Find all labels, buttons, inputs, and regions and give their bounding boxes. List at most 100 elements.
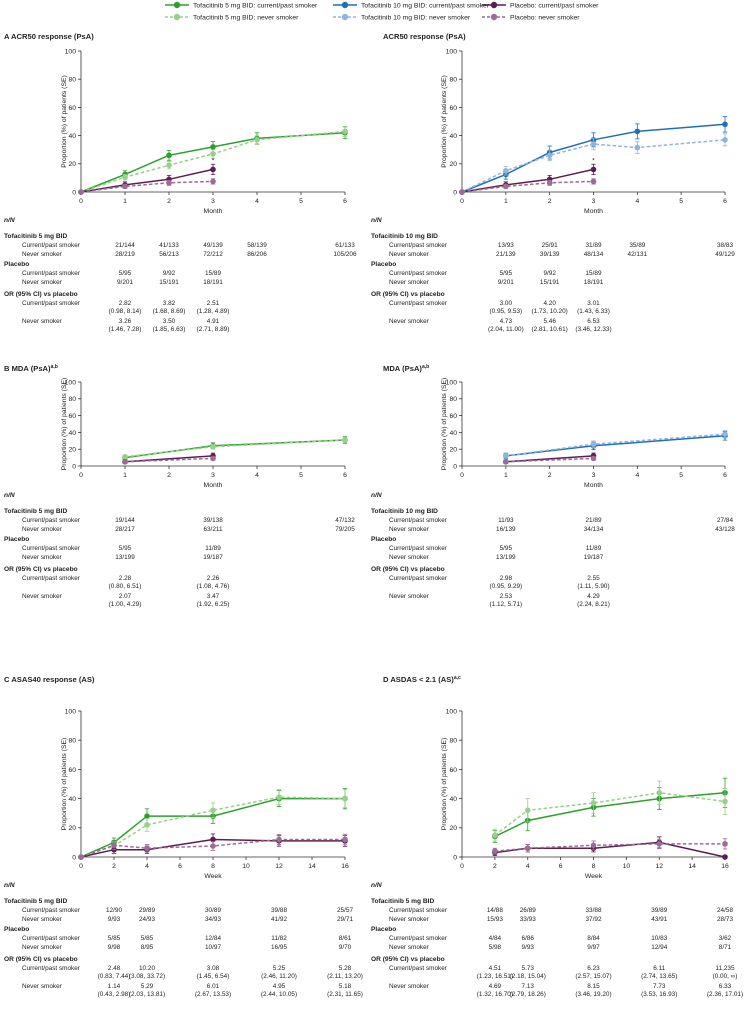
or-value: 11,235 — [715, 965, 735, 972]
placebo-group-label: Placebo — [4, 536, 29, 543]
nn-cell: 31/89 — [586, 242, 602, 249]
y-tick-label: 0 — [453, 463, 457, 470]
or-ci: (2.46, 11.20) — [261, 973, 297, 980]
x-tick-label: 2 — [548, 472, 552, 479]
nn-cell: 19/187 — [584, 554, 604, 561]
panel-letter: B — [4, 364, 10, 373]
series-Tofacitinib 5 mg BID: never smoker — [122, 436, 348, 460]
data-point — [590, 455, 597, 462]
or-group-label: OR (95% CI) vs placebo — [4, 956, 78, 963]
x-tick-label: 0 — [79, 198, 83, 205]
x-axis-label: Month — [204, 482, 223, 489]
data-point — [590, 166, 597, 173]
or-ci: (2.81, 10.61) — [532, 326, 568, 333]
or-value: 5.25 — [273, 965, 286, 972]
nn-cell: 15/89 — [586, 270, 602, 277]
panel-title-text: ASAS40 response (AS) — [11, 675, 95, 684]
nn-cell: 18/191 — [203, 279, 223, 286]
panel-letter: A — [4, 32, 10, 41]
annotation: * — [212, 157, 215, 164]
x-tick-label: 1 — [504, 472, 508, 479]
data-point — [276, 794, 282, 800]
or-ci: (3.08, 33.72) — [129, 973, 165, 980]
placebo-group-label: Placebo — [4, 261, 29, 268]
or-value: 2.07 — [119, 593, 132, 600]
nn-cell: 9/70 — [339, 944, 352, 951]
panel-title-text: ACR50 response (PsA) — [383, 32, 466, 41]
data-point — [166, 152, 172, 159]
row-label-current: Current/past smoker — [22, 517, 81, 524]
y-tick-label: 80 — [68, 77, 76, 84]
y-tick-label: 100 — [65, 48, 77, 55]
x-tick-label: 0 — [79, 863, 83, 870]
row-label-current: Current/past smoker — [389, 907, 448, 914]
nn-table: n/N Tofacitinib 5 mg BID Current/past smok… — [371, 882, 743, 998]
series-line — [461, 123, 726, 193]
y-tick-label: 0 — [453, 854, 457, 861]
legend-item: Placebo: current/past smoker — [482, 1, 599, 9]
or-value: 6.01 — [207, 983, 220, 990]
nn-cell: 41/133 — [159, 242, 179, 249]
data-point — [722, 854, 728, 860]
panel-title: A ACR50 response (PsA) — [4, 32, 94, 41]
row-label-current: Current/past smoker — [389, 965, 448, 972]
or-ci: (1.12, 5.71) — [489, 601, 522, 608]
data-point — [634, 128, 641, 135]
series-line — [80, 180, 214, 193]
or-ci: (2.03, 13.81) — [129, 991, 165, 998]
data-point — [524, 845, 531, 852]
or-ci: (2.04, 11.00) — [488, 326, 524, 333]
data-point — [210, 166, 216, 173]
or-value: 5.29 — [141, 983, 154, 990]
or-value: 5.46 — [543, 318, 556, 325]
series-line — [494, 792, 726, 838]
series-Tofacitinib 5 mg BID: never smoker — [492, 780, 728, 842]
x-axis-label: Month — [584, 482, 603, 489]
nn-cell: 43/128 — [715, 526, 735, 533]
y-axis-label: Proportion (%) of patients (SE) — [61, 738, 68, 831]
tofacitinib-group-label: Tofacitinib 5 mg BID — [4, 898, 67, 905]
or-ci: (1.28, 4.89) — [197, 308, 230, 315]
or-ci: (0.00, ∞) — [713, 973, 738, 980]
data-point — [590, 178, 597, 185]
x-tick-label: 0 — [460, 198, 464, 205]
y-tick-label: 100 — [65, 379, 77, 386]
y-tick-label: 60 — [68, 767, 76, 774]
or-ci: (1.92, 6.25) — [197, 601, 230, 608]
or-ci: (2.31, 11.65) — [327, 991, 363, 998]
panel-A-10mg: ACR50 response (PsA)020406080100Proporti… — [371, 32, 735, 333]
y-tick-label: 100 — [446, 708, 458, 715]
x-tick-label: 3 — [211, 198, 215, 205]
nn-cell: 15/93 — [487, 916, 503, 923]
data-point — [722, 431, 728, 437]
nn-cell: 28/219 — [115, 251, 135, 258]
or-value: 3.00 — [500, 300, 513, 307]
series-line — [80, 797, 345, 858]
nn-cell: 63/211 — [203, 526, 223, 533]
nn-cell: 5/98 — [489, 944, 502, 951]
or-ci: (2.67, 13.53) — [195, 991, 231, 998]
nn-cell: 29/89 — [139, 907, 155, 914]
or-value: 2.26 — [207, 575, 220, 582]
panel-title: B MDA (PsA)a,b — [4, 364, 58, 373]
x-axis-label: Week — [585, 873, 603, 880]
x-tick-label: 12 — [655, 863, 663, 870]
data-point — [122, 183, 128, 190]
x-tick-label: 2 — [167, 472, 171, 479]
data-point — [210, 843, 216, 849]
x-tick-label: 16 — [341, 863, 349, 870]
x-axis-label: Month — [204, 208, 223, 215]
nn-table: n/N Tofacitinib 5 mg BID Current/past smok… — [4, 882, 363, 998]
or-value: 4.29 — [587, 593, 600, 600]
x-tick-label: 4 — [635, 198, 639, 205]
series-Tofacitinib 10 mg BID: current/past smoker — [503, 430, 728, 460]
series-line — [461, 168, 594, 193]
nn-cell: 13/93 — [498, 242, 514, 249]
tofacitinib-group-label: Tofacitinib 5 mg BID — [4, 508, 67, 515]
x-tick-label: 2 — [112, 863, 116, 870]
y-tick-label: 60 — [68, 105, 76, 112]
row-label-never: Never smoker — [389, 593, 430, 600]
panel-title-text: MDA (PsA) — [383, 364, 422, 373]
nn-cell: 13/199 — [115, 554, 135, 561]
x-tick-label: 3 — [592, 472, 596, 479]
